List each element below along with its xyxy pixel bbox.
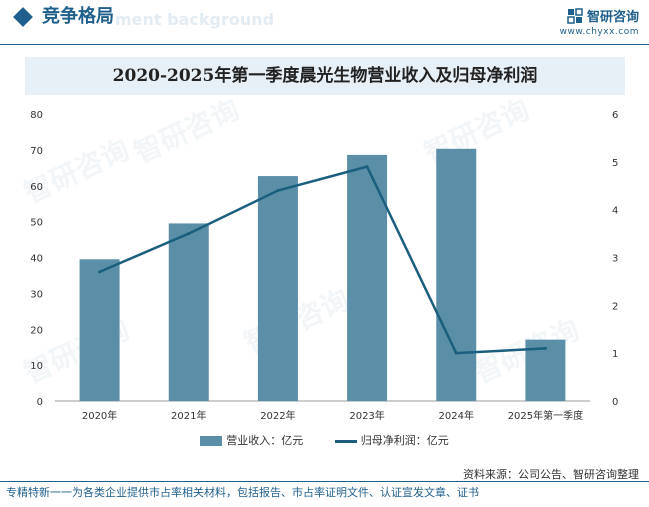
profit-point: [365, 165, 369, 169]
brand-logo-icon: [567, 7, 583, 24]
brand-name: 智研咨询: [586, 10, 639, 25]
brand-url: www.chyxx.com: [559, 27, 639, 37]
x-tick-label: 2021年: [171, 409, 206, 422]
diamond-icon: [13, 7, 33, 27]
profit-point: [276, 189, 280, 193]
y-left-tick-label: 40: [30, 254, 43, 265]
section-title: 竞争格局: [42, 6, 114, 27]
y-left-tick-label: 70: [30, 146, 43, 157]
y-left-tick-label: 20: [30, 325, 43, 336]
y-right-tick-label: 2: [612, 301, 618, 312]
legend-bar-swatch: [200, 436, 223, 446]
y-right-tick-label: 5: [612, 158, 618, 169]
brand-block: 智研咨询 www.chyxx.com: [560, 5, 639, 37]
revenue-bar: [257, 176, 298, 401]
footer-text: 专精特新一一为各类企业提供市占率相关材料，包括报告、市占率证明文件、认证宣发文章…: [6, 486, 479, 499]
y-left-tick-label: 30: [30, 289, 43, 300]
legend-line-swatch: [334, 439, 357, 443]
y-right-tick-label: 1: [612, 349, 618, 360]
profit-point: [187, 232, 191, 236]
header-watermark-text: ment background: [115, 10, 275, 29]
header-bar: 竞争格局 ment background 智研咨询 www.chyxx.com: [0, 0, 649, 44]
legend-label-revenue: 营业收入：亿元: [226, 434, 304, 447]
x-tick-label: 2023年: [349, 409, 384, 422]
y-left-tick-label: 80: [30, 110, 43, 121]
y-right-tick-label: 0: [612, 397, 618, 408]
header-divider: [0, 44, 649, 45]
chart-legend: 营业收入：亿元 归母净利润：亿元: [0, 432, 649, 448]
chart-svg: 0 10 20 30 40 50 60 70 80 0 1 2 3 4 5 6 2020年 2021年 2022年 2…: [30, 110, 618, 422]
y-right-tick-label: 4: [612, 206, 618, 217]
legend-label-profit: 归母净利润：亿元: [360, 434, 449, 447]
y-left-tick-label: 10: [30, 361, 43, 372]
x-tick-label: 2025年第一季度: [508, 409, 583, 422]
source-note: 资料来源：公司公告、智研咨询整理: [463, 468, 639, 481]
legend-item-profit: 归母净利润：亿元: [334, 432, 449, 448]
profit-point: [454, 351, 458, 355]
y-right-tick-label: 6: [612, 110, 618, 121]
revenue-bar: [79, 259, 120, 401]
x-tick-label: 2020年: [82, 409, 117, 422]
x-tick-label: 2022年: [260, 409, 295, 422]
profit-line: [99, 165, 546, 355]
y-right-tick-label: 3: [612, 254, 618, 265]
revenue-bar: [436, 148, 477, 401]
profit-point: [543, 346, 547, 350]
chart-title-band: 2020-2025年第一季度晨光生物营业收入及归母净利润: [25, 57, 625, 95]
y-left-tick-label: 60: [30, 182, 43, 193]
profit-point: [98, 270, 102, 274]
revenue-bar: [168, 223, 209, 401]
footer-divider: [0, 481, 649, 482]
x-tick-label: 2024年: [439, 409, 474, 422]
revenue-bar: [347, 154, 388, 401]
legend-item-revenue: 营业收入：亿元: [200, 432, 303, 448]
y-left-tick-label: 50: [30, 218, 43, 229]
chart-title: 2020-2025年第一季度晨光生物营业收入及归母净利润: [112, 66, 538, 86]
y-left-tick-label: 0: [37, 397, 43, 408]
